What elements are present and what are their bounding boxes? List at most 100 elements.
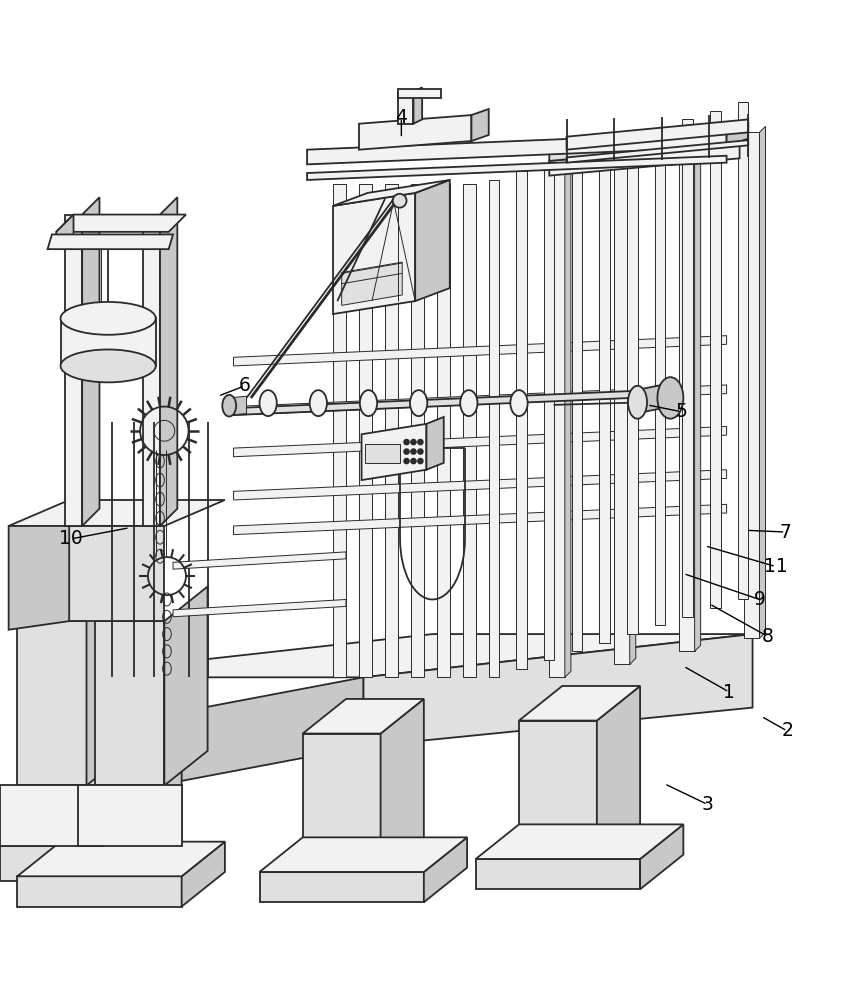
Polygon shape: [744, 132, 759, 638]
Polygon shape: [173, 599, 346, 617]
Polygon shape: [173, 552, 346, 569]
Polygon shape: [549, 144, 740, 176]
Ellipse shape: [260, 390, 277, 416]
Polygon shape: [599, 145, 610, 643]
Polygon shape: [679, 145, 695, 651]
Polygon shape: [549, 137, 740, 161]
Polygon shape: [86, 586, 130, 785]
Circle shape: [404, 458, 409, 464]
Polygon shape: [0, 785, 104, 846]
Polygon shape: [727, 124, 748, 147]
Polygon shape: [82, 197, 99, 526]
Polygon shape: [695, 139, 701, 651]
Circle shape: [404, 449, 409, 454]
Polygon shape: [342, 262, 402, 305]
Polygon shape: [333, 193, 415, 314]
Text: 1: 1: [723, 683, 735, 702]
Polygon shape: [489, 180, 499, 677]
Polygon shape: [65, 215, 82, 526]
Polygon shape: [303, 699, 424, 734]
Polygon shape: [413, 87, 422, 124]
Polygon shape: [164, 586, 208, 785]
Polygon shape: [567, 119, 748, 150]
Polygon shape: [17, 876, 182, 907]
Polygon shape: [627, 137, 638, 634]
Polygon shape: [48, 234, 173, 249]
Text: 8: 8: [762, 627, 774, 646]
Polygon shape: [260, 837, 467, 872]
Polygon shape: [398, 92, 413, 124]
Polygon shape: [381, 699, 424, 876]
Polygon shape: [234, 336, 727, 366]
Polygon shape: [234, 504, 727, 535]
Polygon shape: [476, 859, 640, 889]
Polygon shape: [640, 824, 683, 889]
Polygon shape: [463, 184, 476, 677]
Polygon shape: [516, 171, 527, 669]
Text: 2: 2: [781, 721, 793, 740]
Circle shape: [404, 439, 409, 445]
Text: 7: 7: [779, 523, 791, 542]
Polygon shape: [636, 383, 670, 414]
Polygon shape: [307, 156, 727, 180]
Circle shape: [411, 449, 416, 454]
Polygon shape: [411, 184, 424, 677]
Ellipse shape: [410, 390, 427, 416]
Polygon shape: [519, 686, 640, 721]
Polygon shape: [738, 102, 748, 599]
Polygon shape: [56, 215, 186, 232]
Polygon shape: [234, 426, 727, 457]
Polygon shape: [333, 184, 346, 677]
Polygon shape: [544, 163, 554, 660]
Polygon shape: [61, 318, 156, 366]
Polygon shape: [234, 385, 727, 415]
Polygon shape: [229, 396, 247, 415]
Polygon shape: [69, 526, 164, 621]
Polygon shape: [471, 109, 489, 141]
Polygon shape: [424, 837, 467, 902]
Text: 9: 9: [753, 590, 766, 609]
Polygon shape: [565, 165, 571, 677]
Polygon shape: [138, 703, 182, 881]
Circle shape: [418, 439, 423, 445]
Polygon shape: [95, 621, 164, 785]
Circle shape: [411, 439, 416, 445]
Polygon shape: [56, 215, 74, 249]
Ellipse shape: [61, 302, 156, 335]
Polygon shape: [710, 111, 721, 608]
Polygon shape: [597, 686, 640, 863]
Polygon shape: [426, 417, 444, 470]
Polygon shape: [17, 621, 86, 785]
Polygon shape: [567, 140, 748, 163]
Polygon shape: [415, 180, 450, 301]
Circle shape: [393, 194, 407, 208]
Bar: [365, 444, 400, 463]
Polygon shape: [182, 842, 225, 907]
Ellipse shape: [657, 377, 683, 419]
Circle shape: [418, 458, 423, 464]
Ellipse shape: [61, 349, 156, 382]
Polygon shape: [9, 500, 225, 526]
Polygon shape: [398, 89, 441, 98]
Polygon shape: [437, 184, 450, 677]
Polygon shape: [476, 824, 683, 859]
Ellipse shape: [628, 386, 647, 419]
Text: 10: 10: [59, 529, 83, 548]
Polygon shape: [307, 132, 727, 164]
Ellipse shape: [510, 390, 528, 416]
Ellipse shape: [310, 390, 327, 416]
Circle shape: [418, 449, 423, 454]
Polygon shape: [759, 126, 766, 638]
Polygon shape: [0, 846, 121, 881]
Text: 11: 11: [764, 557, 788, 576]
Text: 6: 6: [239, 376, 251, 395]
Polygon shape: [519, 721, 597, 863]
Polygon shape: [303, 734, 381, 876]
Circle shape: [411, 458, 416, 464]
Polygon shape: [363, 634, 753, 747]
Polygon shape: [614, 158, 630, 664]
Polygon shape: [359, 115, 471, 150]
Polygon shape: [234, 470, 727, 500]
Polygon shape: [655, 128, 665, 625]
Polygon shape: [43, 677, 363, 807]
